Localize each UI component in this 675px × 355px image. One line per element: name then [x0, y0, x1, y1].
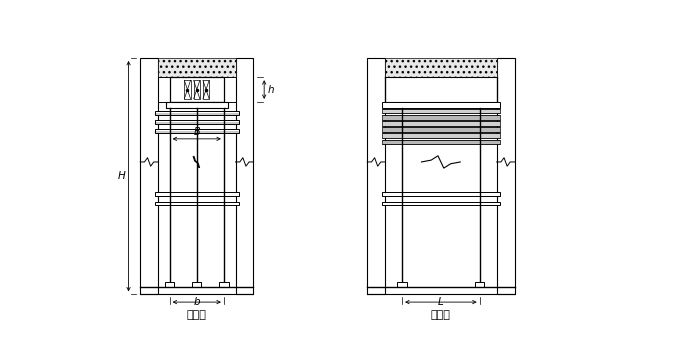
- Bar: [158, 58, 236, 77]
- Bar: [184, 80, 190, 99]
- Bar: [165, 282, 174, 287]
- Bar: [219, 282, 229, 287]
- Bar: [382, 102, 500, 108]
- Bar: [203, 80, 209, 99]
- Bar: [497, 58, 514, 294]
- Bar: [382, 121, 500, 126]
- Bar: [367, 58, 385, 294]
- Bar: [382, 133, 500, 138]
- Bar: [155, 192, 238, 196]
- Bar: [192, 282, 201, 287]
- Text: L: L: [438, 297, 443, 307]
- Text: 断面图: 断面图: [187, 310, 207, 320]
- Bar: [155, 129, 238, 133]
- Bar: [194, 80, 200, 99]
- Text: h: h: [267, 84, 274, 94]
- Text: B: B: [193, 126, 200, 137]
- Bar: [155, 120, 238, 124]
- Bar: [382, 192, 500, 196]
- Bar: [382, 140, 500, 144]
- Bar: [166, 102, 227, 108]
- Bar: [475, 282, 484, 287]
- Bar: [236, 58, 253, 294]
- Bar: [155, 202, 238, 206]
- Bar: [382, 202, 500, 206]
- Bar: [382, 115, 500, 120]
- Bar: [382, 127, 500, 132]
- Text: 侧面图: 侧面图: [431, 310, 451, 320]
- Text: b: b: [194, 297, 200, 307]
- Bar: [382, 109, 500, 114]
- Bar: [385, 58, 497, 77]
- Bar: [398, 282, 407, 287]
- Text: H: H: [117, 171, 126, 181]
- Bar: [169, 77, 224, 102]
- Bar: [155, 110, 238, 115]
- Bar: [140, 58, 158, 294]
